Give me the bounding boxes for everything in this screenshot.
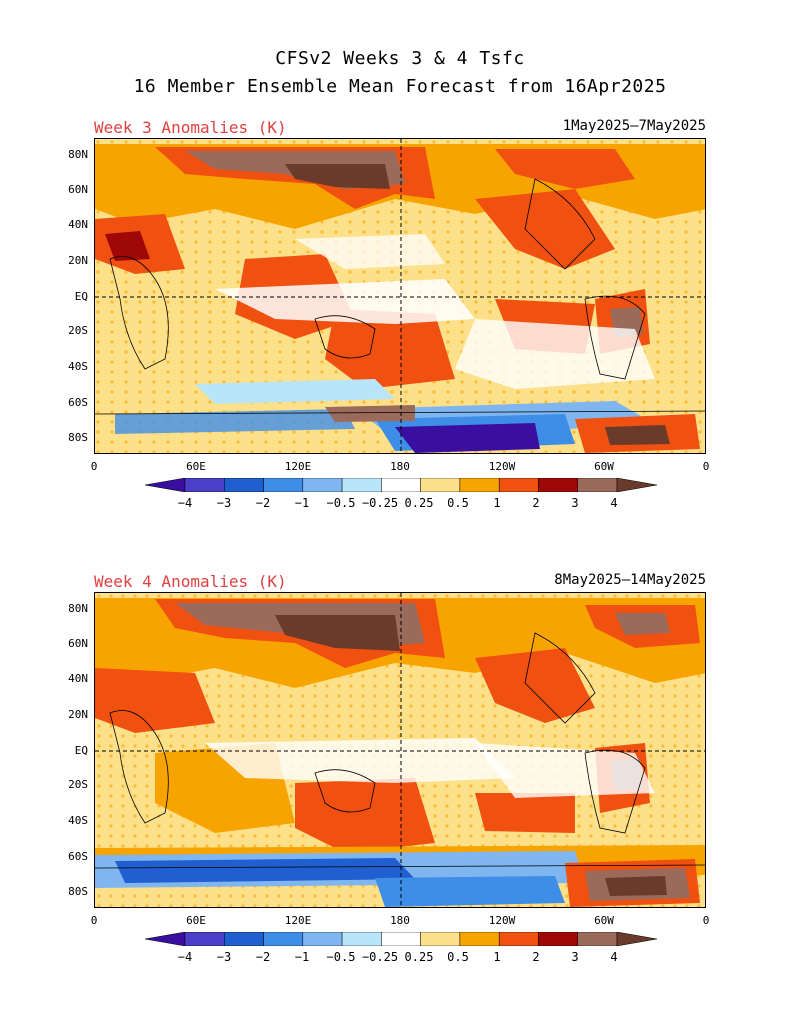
lon-label: 120W	[488, 914, 516, 927]
lat-label: 20S	[68, 324, 88, 337]
colorbar-swatch	[341, 478, 382, 492]
lat-label: 40S	[68, 360, 88, 373]
lat-label: 20S	[68, 778, 88, 791]
lon-label: 0	[702, 914, 710, 927]
colorbar-swatch	[184, 932, 225, 946]
chart-title-line2: 16 Member Ensemble Mean Forecast from 16…	[133, 76, 667, 97]
lat-label: 60S	[68, 850, 88, 863]
lat-label: 40N	[68, 672, 88, 685]
colorbar-max-arrow	[616, 478, 657, 492]
colorbar-swatch	[577, 932, 618, 946]
colorbar-swatch	[538, 478, 578, 492]
lon-label: 60E	[186, 460, 206, 473]
chart-title-line1: CFSv2 Weeks 3 & 4 Tsfc	[275, 48, 525, 69]
colorbar-label: 2	[532, 950, 540, 964]
lat-label: 20N	[68, 254, 88, 267]
colorbar-label: 0.25	[404, 496, 434, 510]
colorbar-label: 4	[610, 496, 618, 510]
colorbar-label: 1	[493, 496, 501, 510]
lon-label: 180	[390, 914, 410, 927]
colorbar-label: −4	[177, 496, 193, 510]
lat-label: 80S	[68, 431, 88, 444]
lat-label: 80S	[68, 885, 88, 898]
colorbar-label: 3	[571, 496, 579, 510]
colorbar-swatch	[224, 478, 264, 492]
colorbar-swatch	[302, 478, 343, 492]
week3-anomaly-map	[94, 138, 706, 454]
colorbar-label: −4	[177, 950, 193, 964]
lon-label: 0	[702, 460, 710, 473]
lon-label: 120E	[284, 914, 312, 927]
colorbar-label: 0.5	[447, 496, 469, 510]
lat-label: EQ	[74, 290, 88, 303]
colorbar-swatch	[302, 932, 343, 946]
lat-label: 60N	[68, 637, 88, 650]
colorbar-label: −3	[216, 950, 232, 964]
lon-label: 60W	[594, 460, 614, 473]
colorbar	[145, 478, 657, 492]
colorbar-label: −2	[255, 496, 271, 510]
lat-label: 60N	[68, 183, 88, 196]
colorbar-swatch	[263, 478, 304, 492]
colorbar-swatch	[224, 932, 264, 946]
lat-label: 20N	[68, 708, 88, 721]
colorbar-min-arrow	[145, 478, 186, 492]
colorbar-swatch	[263, 932, 304, 946]
colorbar-min-arrow	[145, 932, 186, 946]
colorbar-swatch	[459, 478, 500, 492]
lon-label: 180	[390, 460, 410, 473]
lon-label: 60E	[186, 914, 206, 927]
week4-panel-title: Week 4 Anomalies (K)	[94, 572, 287, 591]
colorbar-label: 1	[493, 950, 501, 964]
colorbar-label: −1	[294, 496, 310, 510]
colorbar-swatch	[498, 932, 539, 946]
colorbar-swatch	[459, 932, 500, 946]
colorbar-swatch	[498, 478, 539, 492]
colorbar-label: −0.25	[361, 496, 399, 510]
lat-label: 40N	[68, 218, 88, 231]
colorbar-label: 2	[532, 496, 540, 510]
colorbar	[145, 932, 657, 946]
week3-panel: Week 3 Anomalies (K) 1May2025–7May2025	[0, 118, 800, 558]
colorbar-label: −3	[216, 496, 232, 510]
lon-label: 0	[90, 460, 98, 473]
colorbar-swatch	[341, 932, 382, 946]
colorbar-label: −1	[294, 950, 310, 964]
colorbar-swatch	[381, 932, 421, 946]
colorbar-swatch	[420, 478, 461, 492]
colorbar-label: −0.5	[326, 496, 356, 510]
week3-panel-title: Week 3 Anomalies (K)	[94, 118, 287, 137]
colorbar-label: −0.25	[361, 950, 399, 964]
lat-label: EQ	[74, 744, 88, 757]
lat-label: 40S	[68, 814, 88, 827]
week4-anomaly-map	[94, 592, 706, 908]
week3-date-range: 1May2025–7May2025	[562, 118, 706, 134]
lat-label: 80N	[68, 602, 88, 615]
colorbar-label: −0.5	[326, 950, 356, 964]
colorbar-max-arrow	[616, 932, 657, 946]
colorbar-label: 3	[571, 950, 579, 964]
lat-label: 80N	[68, 148, 88, 161]
week4-date-range: 8May2025–14May2025	[554, 572, 706, 588]
colorbar-swatch	[184, 478, 225, 492]
colorbar-swatch	[538, 932, 578, 946]
lon-label: 120E	[284, 460, 312, 473]
week4-panel: Week 4 Anomalies (K) 8May2025–14May2025	[0, 572, 800, 1012]
colorbar-label: 0.25	[404, 950, 434, 964]
lon-label: 120W	[488, 460, 516, 473]
colorbar-swatch	[577, 478, 618, 492]
lon-label: 0	[90, 914, 98, 927]
colorbar-label: 4	[610, 950, 618, 964]
lat-label: 60S	[68, 396, 88, 409]
colorbar-swatch	[381, 478, 421, 492]
colorbar-swatch	[420, 932, 461, 946]
lon-label: 60W	[594, 914, 614, 927]
colorbar-label: 0.5	[447, 950, 469, 964]
colorbar-label: −2	[255, 950, 271, 964]
